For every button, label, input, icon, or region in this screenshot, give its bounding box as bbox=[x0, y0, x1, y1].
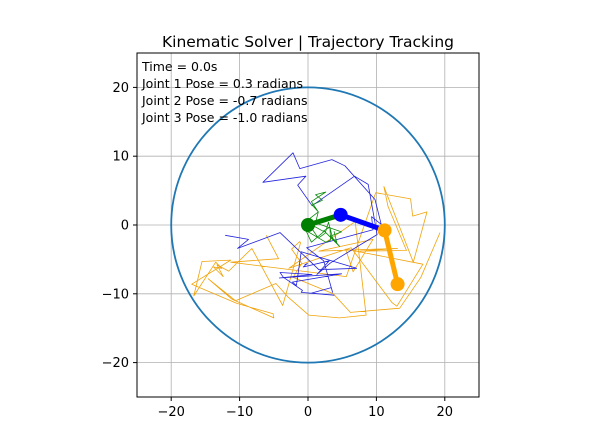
annotation-time: Time = 0.0s bbox=[141, 59, 217, 74]
y-tick-label: −10 bbox=[102, 287, 129, 302]
trajectories bbox=[191, 152, 441, 319]
joint2-trajectory bbox=[225, 152, 382, 296]
link-2 bbox=[338, 212, 388, 233]
ticks: −20 −10 0 10 20 −20 −10 0 10 20 bbox=[102, 81, 454, 420]
joint1-trajectory bbox=[305, 191, 342, 247]
base-joint bbox=[301, 218, 315, 232]
annotation-joint3: Joint 3 Pose = -1.0 radians bbox=[141, 110, 308, 125]
y-tick-label: 20 bbox=[112, 81, 129, 96]
x-tick-label: −20 bbox=[157, 405, 184, 420]
x-tick-label: 10 bbox=[368, 405, 385, 420]
joint-3 bbox=[377, 223, 392, 238]
workspace bbox=[170, 86, 446, 364]
y-tick-label: 10 bbox=[112, 150, 129, 165]
end-effector bbox=[390, 277, 405, 292]
y-tick-label: 0 bbox=[121, 219, 129, 234]
robot-arm bbox=[301, 207, 405, 292]
annotations: Time = 0.0s Joint 1 Pose = 0.3 radians J… bbox=[141, 59, 308, 125]
annotation-joint1: Joint 1 Pose = 0.3 radians bbox=[141, 76, 303, 91]
x-tick-label: 0 bbox=[304, 405, 312, 420]
annotation-joint2: Joint 2 Pose = -0.7 radians bbox=[141, 93, 308, 108]
y-tick-label: −20 bbox=[102, 356, 129, 371]
chart-title: Kinematic Solver | Trajectory Tracking bbox=[162, 33, 454, 51]
joint3-trajectory bbox=[191, 186, 441, 319]
link-3 bbox=[382, 227, 401, 287]
workspace-circle bbox=[170, 86, 446, 364]
x-tick-label: −10 bbox=[226, 405, 253, 420]
joint-2 bbox=[333, 207, 348, 222]
x-tick-label: 20 bbox=[437, 405, 454, 420]
